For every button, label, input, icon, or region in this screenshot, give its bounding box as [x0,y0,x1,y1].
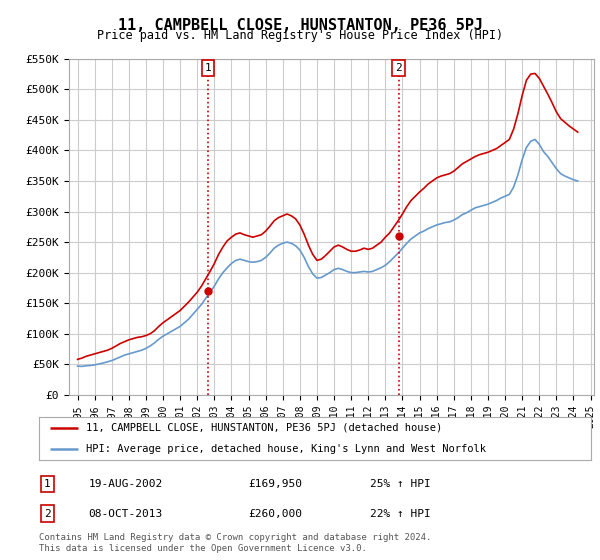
Text: Contains HM Land Registry data © Crown copyright and database right 2024.
This d: Contains HM Land Registry data © Crown c… [39,533,431,553]
Text: 22% ↑ HPI: 22% ↑ HPI [370,508,431,519]
Text: 11, CAMPBELL CLOSE, HUNSTANTON, PE36 5PJ: 11, CAMPBELL CLOSE, HUNSTANTON, PE36 5PJ [118,18,482,33]
Text: 08-OCT-2013: 08-OCT-2013 [89,508,163,519]
Text: Price paid vs. HM Land Registry's House Price Index (HPI): Price paid vs. HM Land Registry's House … [97,29,503,42]
Text: 19-AUG-2002: 19-AUG-2002 [89,479,163,489]
Text: 25% ↑ HPI: 25% ↑ HPI [370,479,431,489]
Text: 2: 2 [44,508,50,519]
Text: 1: 1 [44,479,50,489]
Text: £169,950: £169,950 [249,479,303,489]
Text: £260,000: £260,000 [249,508,303,519]
Text: HPI: Average price, detached house, King's Lynn and West Norfolk: HPI: Average price, detached house, King… [86,445,486,454]
Text: 11, CAMPBELL CLOSE, HUNSTANTON, PE36 5PJ (detached house): 11, CAMPBELL CLOSE, HUNSTANTON, PE36 5PJ… [86,423,442,432]
Text: 1: 1 [205,63,211,73]
Text: 2: 2 [395,63,402,73]
